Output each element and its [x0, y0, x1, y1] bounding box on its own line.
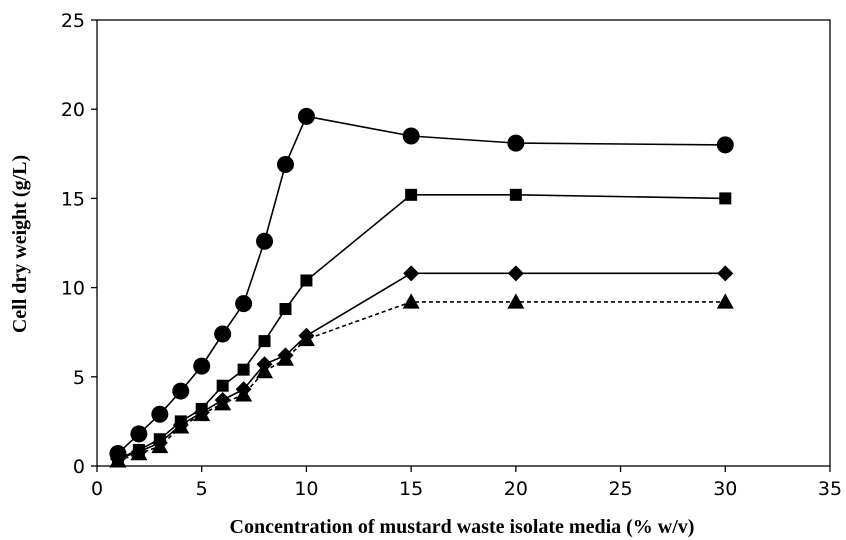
- data-point-square: [216, 379, 229, 392]
- x-tick-label: 5: [196, 478, 208, 500]
- data-point-triangle: [193, 405, 211, 422]
- data-point-triangle: [172, 418, 190, 434]
- data-point-diamond: [507, 265, 524, 282]
- data-point-triangle: [151, 437, 169, 454]
- x-tick-label: 30: [713, 478, 737, 500]
- data-point-diamond: [717, 265, 734, 282]
- data-point-triangle: [402, 293, 420, 309]
- data-point-diamond: [403, 265, 420, 282]
- series-line-circle: [117, 115, 726, 455]
- data-point-triangle: [235, 386, 253, 402]
- data-point-circle: [276, 156, 294, 174]
- data-point-square: [237, 363, 250, 376]
- data-point-triangle: [276, 350, 294, 366]
- data-point-circle: [130, 425, 148, 443]
- data-point-square: [300, 274, 313, 287]
- y-tick-label: 5: [73, 367, 85, 389]
- x-tick-label: 20: [504, 478, 528, 500]
- y-tick-label: 20: [61, 99, 85, 121]
- data-point-circle: [172, 382, 190, 400]
- data-point-circle: [151, 405, 169, 423]
- series-triangle: [109, 293, 734, 468]
- data-point-circle: [716, 136, 734, 154]
- data-point-triangle: [130, 445, 148, 461]
- x-axis-title: Concentration of mustard waste isolate m…: [230, 516, 695, 538]
- data-point-square: [509, 188, 522, 201]
- data-point-triangle: [297, 330, 315, 347]
- data-point-circle: [235, 295, 253, 313]
- data-point-square: [279, 303, 292, 316]
- data-point-triangle: [214, 395, 232, 411]
- data-point-circle: [193, 357, 211, 375]
- data-point-square: [258, 335, 271, 348]
- y-tick-label: 0: [73, 456, 85, 478]
- data-point-circle: [256, 232, 274, 250]
- data-point-triangle: [256, 362, 274, 379]
- x-tick-label: 0: [91, 478, 103, 500]
- x-tick-label: 25: [608, 478, 632, 500]
- y-axis-title: Cell dry weight (g/L): [9, 155, 31, 333]
- x-tick-label: 35: [818, 478, 842, 500]
- y-tick-label: 15: [61, 188, 85, 210]
- data-point-triangle: [507, 293, 525, 309]
- series-square: [111, 188, 732, 465]
- data-point-triangle: [109, 452, 127, 468]
- data-point-triangle: [716, 293, 734, 309]
- y-tick-label: 25: [61, 10, 85, 32]
- y-tick-label: 10: [61, 278, 85, 300]
- series-layer: [109, 107, 734, 468]
- x-tick-label: 10: [294, 478, 318, 500]
- series-line-triangle: [117, 301, 726, 462]
- data-point-circle: [297, 107, 315, 125]
- data-point-circle: [214, 325, 232, 343]
- x-tick-label: 15: [399, 478, 423, 500]
- axes: 0 5 10 15 20 25 30 35 0 5 10 15 20 25: [61, 10, 842, 500]
- data-point-circle: [507, 134, 525, 152]
- data-point-circle: [402, 127, 420, 145]
- data-point-square: [719, 192, 732, 205]
- data-point-square: [405, 188, 418, 201]
- plot-frame: [96, 19, 831, 467]
